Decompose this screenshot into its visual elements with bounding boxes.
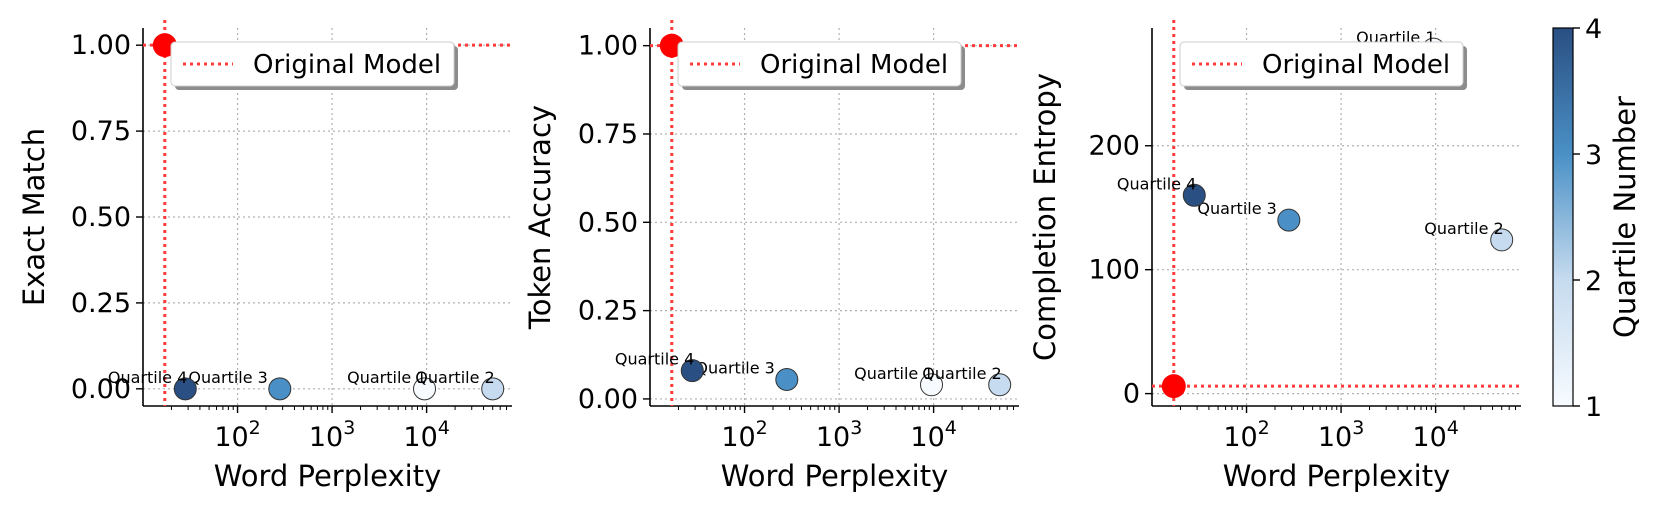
y-tick-label: 0.75 <box>578 119 638 150</box>
x-tick-label: 103 <box>816 417 862 453</box>
colorbar-tick-label: 2 <box>1585 266 1602 297</box>
point-label: Quartile 3 <box>1197 199 1276 218</box>
point-label: Quartile 1 <box>854 364 933 383</box>
original-model-marker <box>1161 374 1186 399</box>
colorbar-tick-label: 4 <box>1585 14 1602 45</box>
data-point <box>413 377 437 401</box>
point-label: Quartile 1 <box>347 368 426 387</box>
point-label: Quartile 4 <box>108 368 187 387</box>
y-tick-label: 0.25 <box>578 296 638 327</box>
point-label: Quartile 2 <box>415 368 494 387</box>
legend-label: Original Model <box>1262 50 1450 80</box>
data-point <box>481 377 505 401</box>
data-point <box>988 373 1012 397</box>
panel-1: 102 103 104 0.00 0.25 0.50 0.75 1.00 Word Perple… <box>17 20 512 493</box>
colorbar: 1 2 3 4 Quartile Number <box>1552 14 1642 423</box>
y-axis-title: Token Accuracy <box>523 105 557 330</box>
y-tick-label: 1.00 <box>71 30 131 61</box>
data-point <box>680 359 704 383</box>
point-label: Quartile 3 <box>695 359 774 378</box>
colorbar-bar <box>1552 27 1574 407</box>
colorbar-tick-label: 1 <box>1585 392 1602 423</box>
x-tick-label: 103 <box>1318 417 1364 453</box>
x-tick-label: 102 <box>214 417 260 453</box>
x-axis-title: Word Perplexity <box>214 459 442 493</box>
data-point <box>1490 228 1514 252</box>
point-label: Quartile 3 <box>188 368 267 387</box>
y-tick-label: 0.75 <box>71 116 131 147</box>
legend-box <box>170 41 455 87</box>
y-tick-label: 0.00 <box>578 384 638 415</box>
y-tick-label: 0.00 <box>71 374 131 405</box>
colorbar-tick-label: 3 <box>1585 140 1602 171</box>
data-point <box>1277 208 1301 232</box>
y-tick-label: 0.50 <box>71 202 131 233</box>
x-tick-label: 104 <box>1412 417 1458 453</box>
data-point <box>1182 183 1206 207</box>
x-tick-label: 104 <box>910 417 956 453</box>
data-point <box>775 368 799 392</box>
panel-2: 102 103 104 0.00 0.25 0.50 0.75 1.00 Word Perple… <box>523 20 1019 493</box>
y-axis-title: Exact Match <box>17 128 51 306</box>
data-point <box>268 377 292 401</box>
data-point <box>920 373 944 397</box>
x-axis-title: Word Perplexity <box>1223 459 1451 493</box>
x-tick-label: 102 <box>1223 417 1269 453</box>
y-tick-label: 0.50 <box>578 207 638 238</box>
point-label: Quartile 4 <box>1117 174 1196 193</box>
legend-label: Original Model <box>253 50 441 80</box>
x-axis-title: Word Perplexity <box>721 459 949 493</box>
colorbar-title: Quartile Number <box>1608 96 1642 338</box>
point-label: Quartile 2 <box>922 364 1001 383</box>
y-axis-title: Completion Entropy <box>1028 73 1062 361</box>
legend-box <box>677 41 962 87</box>
data-point <box>173 377 197 401</box>
point-label: Quartile 2 <box>1424 219 1503 238</box>
x-tick-label: 102 <box>721 417 767 453</box>
x-tick-label: 104 <box>403 417 449 453</box>
legend-label: Original Model <box>760 50 948 80</box>
y-tick-label: 100 <box>1088 255 1140 286</box>
y-tick-label: 0.25 <box>71 288 131 319</box>
point-label: Quartile 4 <box>615 350 694 369</box>
y-tick-label: 200 <box>1088 131 1140 162</box>
x-tick-label: 103 <box>309 417 355 453</box>
y-tick-label: 0 <box>1123 379 1140 410</box>
y-tick-label: 1.00 <box>578 31 638 62</box>
legend-box <box>1179 41 1464 87</box>
panel-3: 102 103 104 0 100 200 Word Perplexity Completio… <box>1028 20 1521 493</box>
